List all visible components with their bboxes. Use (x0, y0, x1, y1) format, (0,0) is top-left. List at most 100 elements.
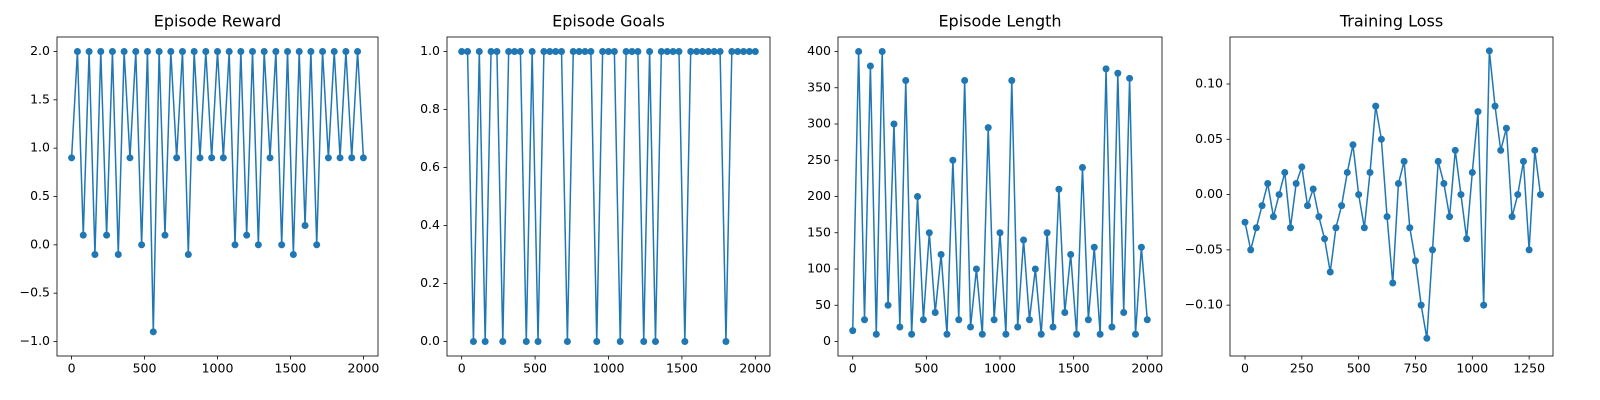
data-point (1332, 224, 1340, 232)
data-point (1096, 330, 1104, 338)
y-tick-label: 200 (807, 188, 831, 203)
data-point (1108, 323, 1116, 331)
data-point (569, 48, 577, 55)
data-point (313, 241, 321, 249)
data-point (687, 48, 695, 55)
data-point (740, 48, 748, 55)
data-point (1485, 47, 1493, 55)
x-tick-label: 1500 (1058, 361, 1090, 376)
data-point (91, 251, 99, 258)
data-point (610, 48, 618, 55)
data-point (657, 48, 665, 55)
data-point (616, 338, 624, 345)
subplot: Episode Length 0 500 1000 1500 2000 0 50 100 150 2… (807, 12, 1163, 376)
data-line (461, 50, 756, 342)
data-point (1298, 163, 1306, 171)
y-tick-label: 0.0 (420, 333, 440, 348)
data-point (681, 338, 689, 345)
data-point (249, 48, 257, 55)
data-point (634, 48, 642, 55)
y-tick-label: 350 (807, 79, 831, 94)
data-point (219, 154, 227, 162)
data-point (628, 48, 636, 55)
data-point (167, 48, 175, 55)
data-point (996, 229, 1004, 237)
data-point (728, 48, 736, 55)
data-point (1143, 316, 1151, 324)
data-point (931, 309, 939, 316)
axes-frame (446, 36, 771, 357)
data-point (1131, 330, 1139, 338)
x-tick-label: 500 (523, 361, 547, 376)
data-point (599, 48, 607, 55)
data-point (1014, 323, 1022, 331)
y-tick-label: 150 (807, 224, 831, 239)
data-point (254, 241, 262, 249)
data-line (851, 51, 1149, 335)
data-point (640, 338, 648, 345)
data-point (1440, 180, 1448, 188)
data-point (546, 48, 554, 55)
data-point (866, 62, 874, 70)
y-tick-label: 1.5 (30, 91, 50, 106)
data-point (1049, 323, 1057, 331)
data-point (324, 154, 332, 162)
data-point (908, 330, 916, 338)
data-point (1275, 191, 1283, 199)
x-tick-label: 0 (1241, 361, 1249, 376)
data-point (202, 48, 210, 55)
data-point (336, 154, 344, 162)
data-point (943, 330, 951, 338)
x-tick-label: 750 (1404, 361, 1428, 376)
data-point (1519, 157, 1527, 165)
data-point (949, 156, 957, 164)
data-point (284, 48, 292, 55)
data-point (138, 241, 146, 249)
data-point (575, 48, 583, 55)
data-point (126, 154, 134, 162)
data-point (295, 48, 303, 55)
data-point (143, 48, 151, 55)
data-point (1497, 146, 1505, 154)
subplot: Episode Reward 0 500 1000 1500 2000 −1.0 −0.5 0.… (20, 12, 380, 376)
data-point (967, 323, 975, 331)
data-point (68, 154, 76, 162)
x-tick-label: 2000 (348, 361, 380, 376)
data-point (85, 48, 93, 55)
data-point (243, 231, 251, 239)
chart-title: Episode Length (938, 12, 1061, 31)
data-point (925, 229, 933, 237)
data-point (155, 48, 163, 55)
data-point (1389, 279, 1397, 287)
y-tick-label: −0.05 (1185, 241, 1223, 256)
data-point (1394, 180, 1402, 188)
data-point (1114, 69, 1122, 77)
y-tick-label: 0.8 (420, 101, 440, 116)
data-point (1429, 246, 1437, 254)
data-point (237, 48, 245, 55)
data-point (359, 154, 367, 162)
data-point (587, 48, 595, 55)
data-point (307, 48, 315, 55)
data-point (1366, 168, 1374, 176)
data-point (1423, 334, 1431, 342)
data-point (1457, 191, 1465, 199)
data-point (1326, 268, 1334, 276)
data-point (499, 338, 507, 345)
y-tick-label: 0.05 (1195, 131, 1223, 146)
data-point (884, 301, 892, 309)
data-point (581, 48, 589, 55)
data-point (178, 48, 186, 55)
data-point (1338, 202, 1346, 210)
data-point (1372, 102, 1380, 110)
data-point (493, 48, 501, 55)
data-point (937, 251, 945, 258)
data-point (669, 48, 677, 55)
data-point (990, 316, 998, 324)
chart-title: Episode Reward (154, 12, 282, 31)
data-line (70, 51, 365, 332)
data-point (1321, 235, 1329, 243)
y-tick-label: 0.0 (30, 236, 50, 251)
data-point (651, 338, 659, 345)
